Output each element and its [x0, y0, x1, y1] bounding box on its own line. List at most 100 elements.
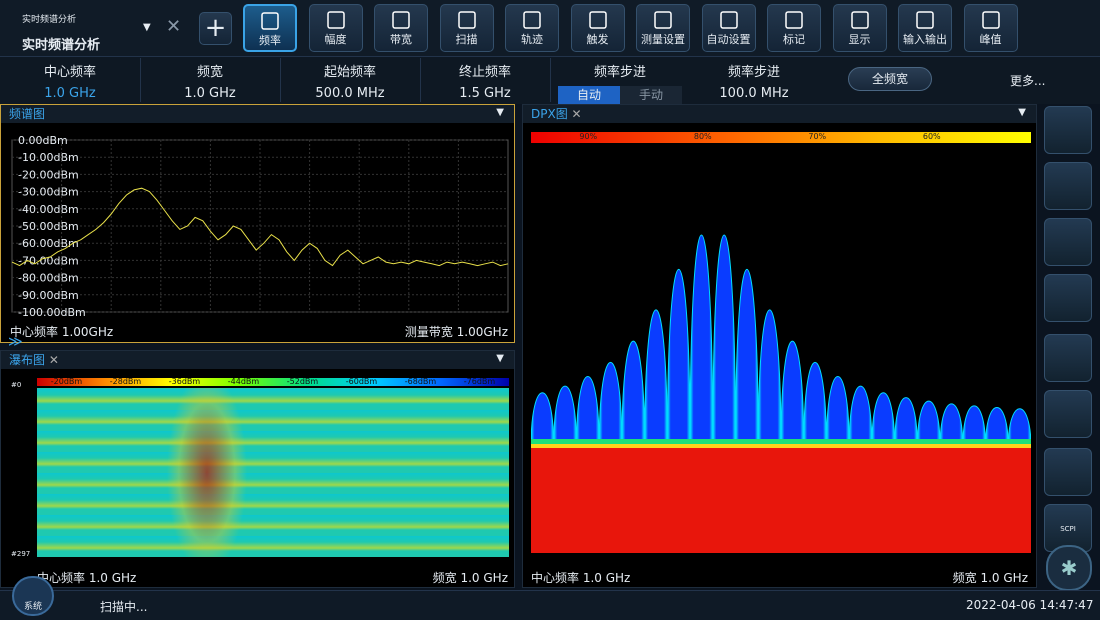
- dpx-panel: DPX图 ✕ ▼ 90% 80% 70% 60% 中心频率 1.0 GHz 频宽 1.…: [522, 104, 1037, 588]
- dpx-colorbar: [531, 132, 1031, 143]
- more-button[interactable]: 更多...: [1010, 74, 1046, 88]
- dpx-lobe: [666, 269, 691, 448]
- step-mode: 频率步进 自动 手动: [550, 58, 690, 104]
- title: 瀑布图: [9, 353, 46, 367]
- mode-title[interactable]: 实时频谱分析: [22, 38, 101, 53]
- toolbar-button[interactable]: 触发: [570, 4, 625, 52]
- y-tick-label: -80.00dBm: [18, 272, 79, 285]
- param-label: 起始频率: [323, 65, 376, 80]
- y-tick-label: -50.00dBm: [18, 220, 79, 233]
- param-value[interactable]: 1.0 GHz: [44, 86, 96, 101]
- y-tick-label: -40.00dBm: [18, 203, 79, 216]
- dpx-image: [531, 234, 1031, 553]
- icon: [392, 11, 410, 29]
- toolbar-button[interactable]: 带宽: [374, 4, 428, 52]
- step-manual[interactable]: 手动: [638, 88, 663, 102]
- close-mode[interactable]: ✕: [166, 16, 182, 37]
- colorbar-label: -60dBm: [345, 377, 378, 386]
- app-logo[interactable]: ✱: [1046, 545, 1092, 591]
- footer-right: 测量带宽 1.00GHz: [405, 324, 508, 339]
- param-value[interactable]: 1.5 GHz: [459, 86, 511, 101]
- trace: [11, 187, 509, 267]
- status-time: 2022-04-06 14:47:47: [966, 598, 1094, 612]
- icon: [719, 11, 738, 29]
- close[interactable]: ✕: [571, 107, 582, 121]
- toolbar-button[interactable]: 自动设置: [701, 4, 756, 52]
- system-button[interactable]: 系统: [12, 576, 54, 616]
- colorbar-label: 90%: [579, 132, 598, 141]
- panel-title: 频谱图: [1, 105, 514, 123]
- side-button[interactable]: [1044, 334, 1092, 382]
- toolbar-button[interactable]: 轨迹: [505, 4, 559, 52]
- step-toggle: 自动 手动: [558, 86, 682, 104]
- dpx-lobe: [621, 340, 646, 448]
- panel-menu[interactable]: ▼: [1018, 107, 1026, 118]
- dpx-lobe: [689, 234, 714, 448]
- param-value[interactable]: 100.0 MHz: [719, 86, 789, 101]
- toolbar-label: 输入输出: [903, 33, 947, 46]
- side-button[interactable]: [1044, 106, 1092, 154]
- toolbar-button[interactable]: 显示: [832, 4, 887, 52]
- side-button[interactable]: [1044, 448, 1092, 496]
- footer-left: 中心频率 1.0 GHz: [37, 571, 137, 585]
- y-tick-label: -70.00dBm: [18, 254, 79, 267]
- toolbar-label: 显示: [848, 33, 871, 46]
- toolbar-button[interactable]: 标记: [767, 4, 821, 52]
- param-cell: 频宽 1.0 GHz: [140, 58, 281, 102]
- full-span-button[interactable]: 全频宽: [848, 67, 932, 91]
- colorbar-label: -28dBm: [109, 377, 142, 386]
- dropdown-arrow[interactable]: ▼: [143, 22, 151, 33]
- dpx-lobe: [735, 269, 759, 448]
- row-first: #0: [11, 381, 22, 389]
- expand-arrow[interactable]: ≫: [8, 334, 23, 350]
- toolbar-button[interactable]: 峰值: [963, 4, 1018, 52]
- step-auto[interactable]: 自动: [558, 86, 620, 104]
- toolbar-button[interactable]: 测量设置: [636, 4, 690, 52]
- dpx-lobe: [598, 361, 623, 448]
- dpx-lobe: [575, 376, 600, 448]
- toolbar-button[interactable]: 扫描: [439, 4, 494, 52]
- param-value[interactable]: 1.0 GHz: [184, 86, 236, 101]
- panel-title: DPX图 ✕: [523, 105, 1036, 123]
- status-message: 扫描中...: [100, 600, 148, 614]
- side-button[interactable]: [1044, 390, 1092, 438]
- colorbar-label: -20dBm: [50, 377, 83, 386]
- y-tick-label: 0.00dBm: [18, 134, 68, 147]
- colorbar-label: 60%: [922, 132, 941, 141]
- toolbar-button[interactable]: 幅度: [308, 4, 363, 52]
- toolbar-label: 轨迹: [521, 33, 543, 46]
- dpx-noise-edge: [531, 439, 1031, 447]
- status-bar: [0, 590, 1100, 620]
- param-label: 频率步进: [727, 65, 780, 80]
- waterfall-panel: 瀑布图 ✕ ▼ -20dBm -28dBm -36dBm -44dBm -52dBm -6…: [0, 350, 515, 588]
- toolbar-button[interactable]: 输入输出: [898, 4, 952, 52]
- dpx-lobe: [780, 340, 805, 448]
- colorbar-label: 80%: [693, 132, 712, 141]
- close[interactable]: ✕: [48, 353, 59, 367]
- colorbar-label: 70%: [808, 132, 827, 141]
- colorbar-labels: 90% 80% 70% 60%: [531, 132, 989, 143]
- scpi-button[interactable]: SCPI: [1044, 504, 1092, 552]
- dpx-lobe: [531, 392, 555, 448]
- icon: [654, 11, 672, 29]
- param-cell: 终止频率 1.5 GHz: [420, 58, 551, 102]
- side-button[interactable]: [1044, 162, 1092, 210]
- row-last: #297: [11, 550, 31, 558]
- dpx-lobe: [871, 392, 896, 448]
- icon: [981, 11, 1000, 29]
- toolbar-button[interactable]: 频率: [243, 4, 297, 52]
- side-button[interactable]: [1044, 274, 1092, 322]
- toolbar-label: 幅度: [324, 33, 347, 46]
- dpx-lobe: [757, 309, 782, 448]
- colorbar-label: -52dBm: [286, 377, 319, 386]
- add-mode[interactable]: +: [199, 12, 232, 45]
- colorbar-label: -76dBm: [463, 377, 496, 386]
- y-tick-label: -60.00dBm: [18, 237, 79, 250]
- panel-menu[interactable]: ▼: [496, 107, 504, 118]
- step-value: 频率步进 100.0 MHz: [690, 58, 818, 102]
- side-button[interactable]: [1044, 218, 1092, 266]
- param-value[interactable]: 500.0 MHz: [315, 86, 385, 101]
- footer-left: 中心频率 1.0 GHz: [531, 571, 631, 585]
- panel-menu[interactable]: ▼: [496, 353, 504, 364]
- icon: [326, 11, 345, 29]
